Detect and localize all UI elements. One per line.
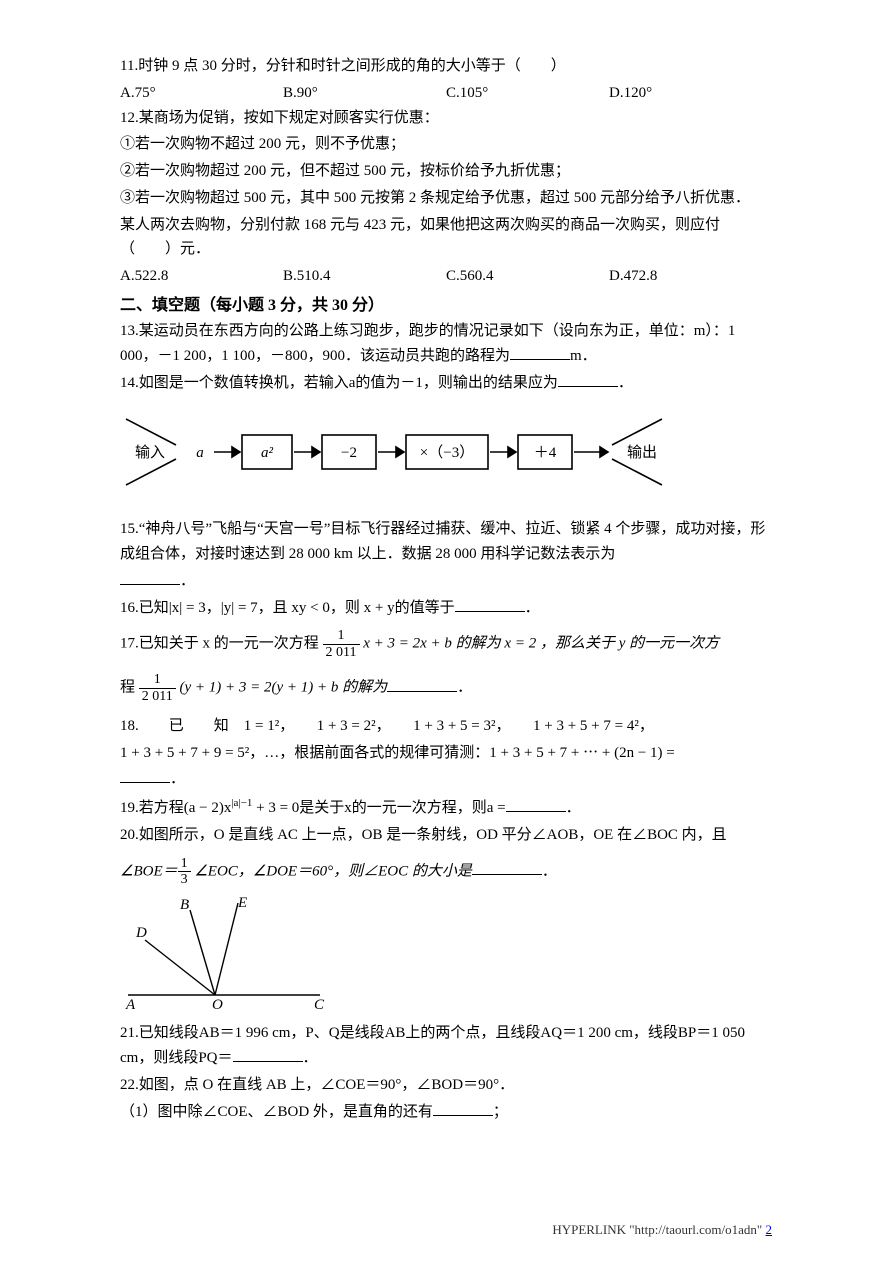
svg-text:a: a (196, 445, 204, 461)
q12-stem: 12.某商场为促销，按如下规定对顾客实行优惠： (120, 106, 772, 131)
q15-blank-line: ． (120, 569, 772, 594)
q20-b-line: ∠BOE＝13 ∠EOC，∠DOE＝60°，则∠EOC 的大小是． (120, 856, 772, 888)
q19-a: 19.若方程(a − 2)x (120, 800, 231, 816)
q11-options: A.75° B.90° C.105° D.120° (120, 81, 772, 106)
q14: 14.如图是一个数值转换机，若输入a的值为－1，则输出的结果应为． (120, 371, 772, 396)
q13-unit: m． (570, 348, 597, 364)
q20-frac: 13 (178, 856, 191, 888)
svg-text:O: O (212, 997, 223, 1013)
q17-b: x + 3 = 2x + b 的解为 x = 2 ，那么关于 y 的一元一次方 (363, 636, 719, 652)
q17-frac2: 12 011 (139, 672, 176, 704)
angle-diagram: A O C D B E (120, 895, 772, 1015)
svg-text:×（−3）: ×（−3） (420, 444, 474, 461)
q21-text: 21.已知线段AB＝1 996 cm，P、Q是线段AB上的两个点，且线段AQ＝1… (120, 1025, 745, 1066)
q22-b-line: （1）图中除∠COE、∠BOD 外，是直角的还有； (120, 1100, 772, 1125)
q18-text-b: 1 + 3 + 5 + 7 + 9 = 5²，…，根据前面各式的规律可猜测：1 … (120, 745, 675, 761)
q22-b: （1）图中除∠COE、∠BOD 外，是直角的还有 (120, 1104, 433, 1120)
q14-blank (558, 372, 618, 387)
q17-line1: 17.已知关于 x 的一元一次方程 12 011 x + 3 = 2x + b … (120, 628, 772, 660)
q20-b: ∠BOE＝ (120, 863, 178, 879)
q12-opt-b: B.510.4 (283, 264, 446, 289)
q18-a: 18. 已 知 1 = 1²， 1 + 3 = 2²， 1 + 3 + 5 = … (120, 714, 772, 739)
q13-text: 13.某运动员在东西方向的公路上练习跑步，跑步的情况记录如下（设向东为正，单位：… (120, 323, 735, 364)
q15: 15.“神舟八号”飞船与“天宫一号”目标飞行器经过捕获、缓冲、拉近、锁紧 4 个… (120, 517, 772, 567)
q22-a: 22.如图，点 O 在直线 AB 上，∠COE＝90°，∠BOD＝90°． (120, 1073, 772, 1098)
svg-text:＋4: ＋4 (534, 445, 557, 461)
svg-text:输出: 输出 (627, 444, 657, 461)
footer-page-link[interactable]: 2 (766, 1222, 773, 1237)
q17-frac1: 12 011 (323, 628, 360, 660)
q12-opt-a: A.522.8 (120, 264, 283, 289)
svg-text:D: D (135, 925, 147, 941)
q11-opt-c: C.105° (446, 81, 609, 106)
q20-c: ∠EOC，∠DOE＝60°，则∠EOC 的大小是 (194, 863, 471, 879)
q18-text-a: 18. 已 知 1 = 1²， 1 + 3 = 2²， 1 + 3 + 5 = … (120, 718, 654, 734)
q14-text: 14.如图是一个数值转换机，若输入a的值为－1，则输出的结果应为 (120, 375, 558, 391)
q19-b: + 3 = 0是关于x的一元一次方程，则a = (252, 800, 505, 816)
q11-opt-a: A.75° (120, 81, 283, 106)
q18-blank-line: ． (120, 767, 772, 792)
q16: 16.已知|x| = 3，|y| = 7，且 xy < 0，则 x + y的值等… (120, 596, 772, 621)
q13-blank (510, 345, 570, 360)
q18-blank (120, 768, 170, 783)
svg-text:C: C (314, 997, 325, 1013)
q11-opt-d: D.120° (609, 81, 772, 106)
q12-tail: 某人两次去购物，分别付款 168 元与 423 元，如果他把这两次购买的商品一次… (120, 213, 772, 263)
q20-a: 20.如图所示，O 是直线 AC 上一点，OB 是一条射线，OD 平分∠AOB，… (120, 823, 772, 848)
svg-text:输入: 输入 (135, 444, 165, 461)
page-footer: HYPERLINK "http://taourl.com/o1adn" 2 (552, 1219, 772, 1240)
q15-blank (120, 570, 180, 585)
q12-rule2: ②若一次购物超过 200 元，但不超过 500 元，按标价给予九折优惠； (120, 159, 772, 184)
q11-stem: 11.时钟 9 点 30 分时，分针和时针之间形成的角的大小等于（ ） (120, 54, 772, 79)
svg-text:A: A (125, 997, 136, 1013)
q21-blank (233, 1047, 303, 1062)
q12-rule3: ③若一次购物超过 500 元，其中 500 元按第 2 条规定给予优惠，超过 5… (120, 186, 772, 211)
section-2-header: 二、填空题（每小题 3 分，共 30 分） (120, 293, 772, 319)
svg-text:a²: a² (261, 445, 274, 461)
q12-options: A.522.8 B.510.4 C.560.4 D.472.8 (120, 264, 772, 289)
q22-blank (433, 1101, 493, 1116)
footer-text: HYPERLINK "http://taourl.com/o1adn" (552, 1222, 765, 1237)
q20-blank (472, 860, 542, 875)
q15-text: 15.“神舟八号”飞船与“天宫一号”目标飞行器经过捕获、缓冲、拉近、锁紧 4 个… (120, 521, 765, 562)
machine-diagram: 输入 a a² −2 ×（−3） ＋4 输出 (120, 407, 772, 499)
q17-a: 17.已知关于 x 的一元一次方程 (120, 636, 319, 652)
q19-blank (506, 797, 566, 812)
q11-opt-b: B.90° (283, 81, 446, 106)
q17-d: (y + 1) + 3 = 2(y + 1) + b 的解为 (180, 680, 388, 696)
q17-blank (387, 677, 457, 692)
svg-text:B: B (180, 897, 189, 913)
q17-c: 程 (120, 680, 135, 696)
q17-line2: 程 12 011 (y + 1) + 3 = 2(y + 1) + b 的解为． (120, 672, 772, 704)
q19: 19.若方程(a − 2)x|a|−1 + 3 = 0是关于x的一元一次方程，则… (120, 794, 772, 821)
q12-opt-d: D.472.8 (609, 264, 772, 289)
q21: 21.已知线段AB＝1 996 cm，P、Q是线段AB上的两个点，且线段AQ＝1… (120, 1021, 772, 1071)
q12-rule1: ①若一次购物不超过 200 元，则不予优惠； (120, 132, 772, 157)
q19-exp: |a|−1 (231, 797, 252, 809)
q16-blank (455, 597, 525, 612)
q18-b: 1 + 3 + 5 + 7 + 9 = 5²，…，根据前面各式的规律可猜测：1 … (120, 741, 772, 766)
svg-text:E: E (237, 895, 247, 911)
q13: 13.某运动员在东西方向的公路上练习跑步，跑步的情况记录如下（设向东为正，单位：… (120, 319, 772, 369)
q12-opt-c: C.560.4 (446, 264, 609, 289)
svg-text:−2: −2 (341, 445, 357, 461)
q16-text: 16.已知|x| = 3，|y| = 7，且 xy < 0，则 x + y的值等… (120, 600, 455, 616)
